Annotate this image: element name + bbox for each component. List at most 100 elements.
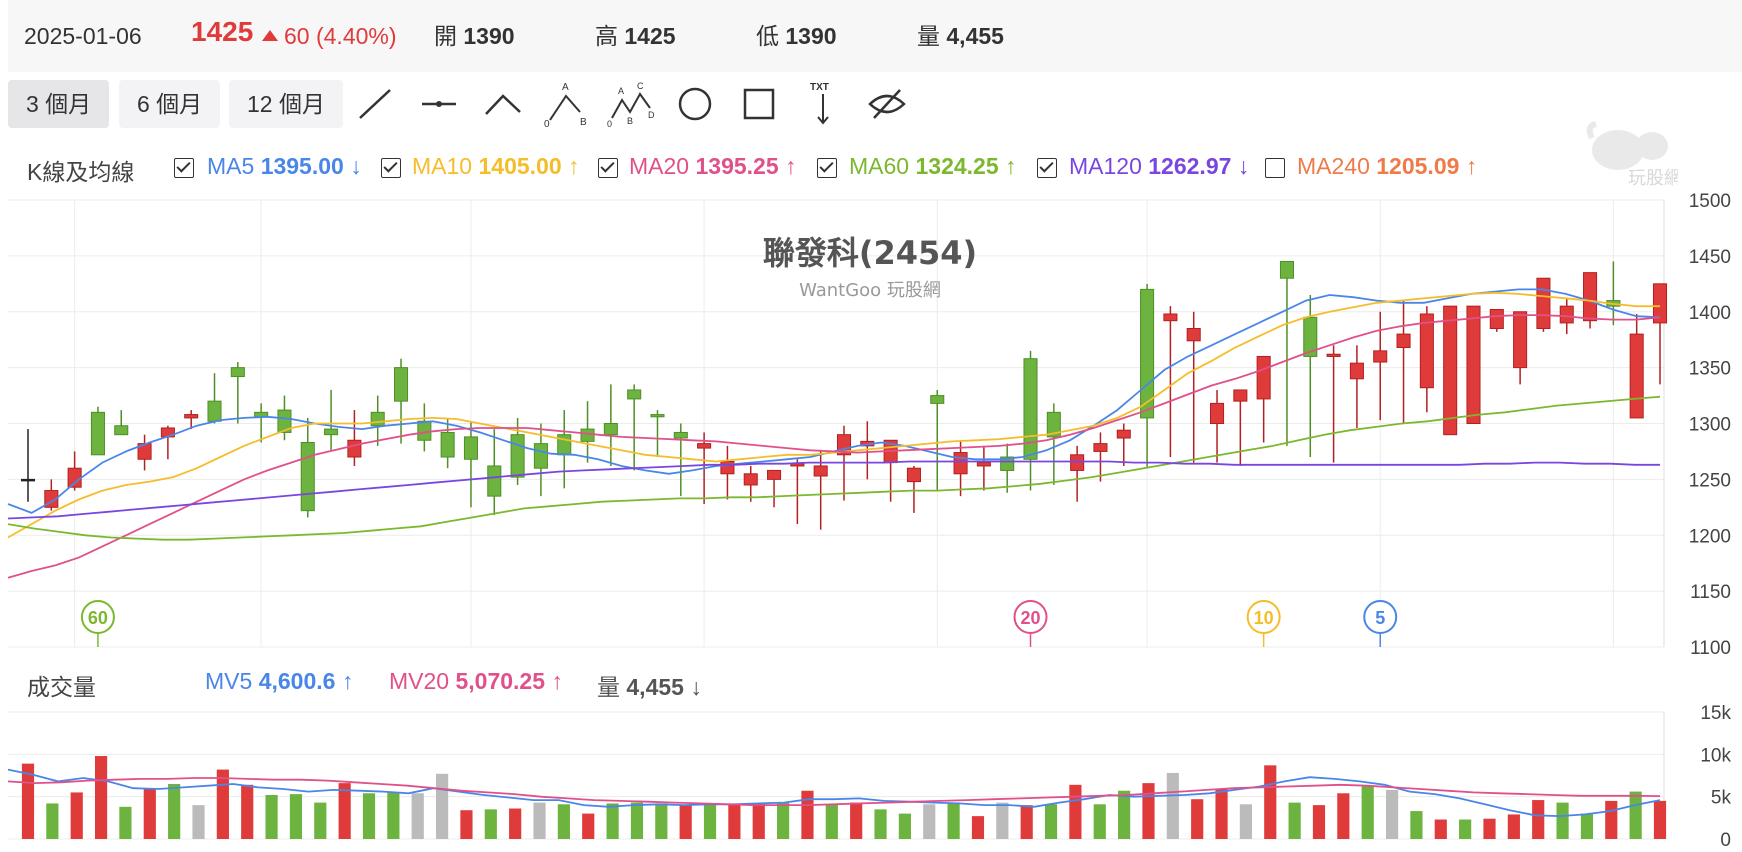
candle-body [1023,358,1038,460]
rectangle-tool-icon[interactable] [734,80,784,128]
range-12m-button[interactable]: 12 個月 [229,80,343,128]
candle-body [1349,362,1364,380]
ma-legend-value: 1405.00 ↑ [478,153,580,179]
candle-body [463,436,478,460]
abcd-d-label: D [648,110,655,120]
candle-body [1303,316,1318,357]
ma-checkbox-ma20[interactable] [598,158,618,178]
quote-date: 2025-01-06 [24,23,142,49]
candle-body [1536,277,1551,330]
horizontal-line-tool-icon[interactable] [414,80,464,128]
abcd-pattern-tool-icon[interactable]: 0 A B C D [606,80,656,129]
ma-checkbox-ma240[interactable] [1265,158,1285,178]
kline-label: K線及均線 [27,159,135,185]
volume-bar [192,805,205,839]
abc-b-label: B [580,117,587,128]
up-triangle-icon [262,30,278,41]
ma-checkbox-ma5[interactable] [174,158,194,178]
candle-body [1186,328,1201,342]
text-tool-label: TXT [810,82,829,93]
candle-body [720,460,735,475]
circle-tool-icon[interactable] [670,80,720,128]
candle-body [510,434,525,478]
last-price: 1425 [191,16,254,47]
volume-bar [1312,805,1326,839]
ma-checkbox-ma10[interactable] [381,158,401,178]
ma-line-ma20 [7,314,1661,579]
candle-body [1513,311,1528,369]
ma-checkbox-ma120[interactable] [1037,158,1057,178]
volume-bar [850,802,863,839]
candle-body [324,428,339,436]
price-axis-label: 1500 [1689,191,1731,212]
text-tool-icon[interactable]: TXT [798,80,848,128]
volume-bar [338,783,351,839]
candle-body [976,462,991,467]
abcd-b-label: B [627,116,633,126]
low-stat: 低 1390 [756,23,837,49]
candle-body [1326,353,1341,357]
candle-body [207,400,222,422]
candle-body [650,414,665,418]
candle-body [533,443,548,469]
volume-bar [630,802,644,839]
volume-bar [679,805,692,839]
candle-body [1466,305,1481,425]
candle-body [603,423,618,436]
ma-line-ma10 [7,291,1660,539]
wantgoo-logo: 玩股網 [1578,120,1682,190]
range-6m-button[interactable]: 6 個月 [119,80,221,128]
open-stat: 開 1390 [434,23,515,49]
range-3m-button[interactable]: 3 個月 [8,80,110,128]
candle-body [1210,402,1225,425]
hide-icon[interactable] [862,80,912,128]
candle-body [813,465,828,477]
ma-checkbox-ma60[interactable] [817,158,837,178]
ma-legend-item-ma20: MA20 1395.25 ↑ [629,153,797,180]
candle-body [1489,309,1504,330]
abc-a-label: A [562,82,569,93]
volume-bar [1556,802,1569,839]
volume-bar [411,793,424,839]
abc-pattern-tool-icon[interactable]: 0 A B [542,80,592,130]
volume-legend-name: MV5 [205,668,259,694]
volume-ma-line-mv20 [7,777,1661,806]
volume-axis-label: 10k [1700,745,1731,766]
chart-watermark-subtitle: WantGoo 玩股網 [799,280,941,301]
candle-body [394,367,409,402]
candle-body [300,441,315,512]
volume-bar [289,794,303,839]
volume-bar [1093,804,1106,839]
volume-bar [801,790,814,839]
ma-legend-item-ma5: MA5 1395.00 ↓ [207,153,362,180]
volume-axis-label: 0 [1720,830,1731,851]
candle-body [1093,443,1108,452]
volume-bar [752,803,765,839]
candle-body [90,411,105,456]
ma-legend-item-ma120: MA120 1262.97 ↓ [1069,153,1249,180]
volume-bar [1337,793,1350,839]
quote-header: 2025-01-06 1425 60 (4.40%) 開 1390 高 1425… [8,0,1742,72]
candle-body [370,411,385,427]
volume-bar [1532,800,1545,839]
ma-legend-name: MA20 [629,153,696,179]
volume-bar [119,806,132,839]
volume-bar [533,802,546,839]
volume-label: 成交量 [27,674,96,700]
volume-bar [898,813,911,839]
price-axis-label: 1100 [1690,638,1731,659]
candle-body [1233,389,1248,402]
candle-body [1373,350,1388,363]
volume-bar [1507,814,1520,839]
volume-bar [265,794,278,839]
angle-tool-icon[interactable] [478,80,528,128]
volume-bar [1239,804,1252,839]
volume-bar [70,792,83,839]
volume-bar [703,804,717,839]
line-tool-icon[interactable] [350,80,400,128]
volume-bar [947,802,960,839]
candle-body [20,478,36,482]
volume-bar [1215,789,1228,839]
price-change: 60 (4.40%) [262,21,397,51]
